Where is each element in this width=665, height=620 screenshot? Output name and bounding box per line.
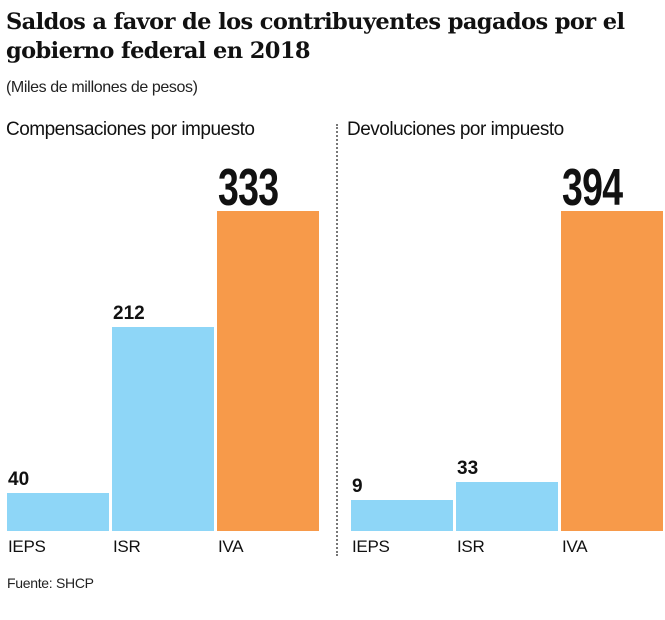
panel-divider [336, 124, 338, 556]
value-label: 9 [352, 476, 363, 497]
category-label: IEPS [8, 537, 46, 556]
panel-title-compensaciones: Compensaciones por impuesto [6, 119, 255, 140]
category-label: IVA [218, 537, 244, 556]
bar-iva-compensaciones [217, 211, 319, 531]
category-label: ISR [113, 537, 141, 556]
bar-iva-devoluciones [561, 211, 663, 531]
bar-ieps-compensaciones [7, 492, 109, 531]
category-label: IEPS [352, 537, 390, 556]
bar-isr-devoluciones [456, 482, 558, 531]
category-label: ISR [457, 537, 485, 556]
bar-isr-compensaciones [112, 327, 214, 531]
value-label: 212 [113, 303, 145, 325]
bar-ieps-devoluciones [351, 500, 453, 531]
value-label: 40 [8, 468, 30, 490]
chart-subtitle: (Miles de millones de pesos) [6, 79, 198, 96]
value-label: 394 [562, 159, 623, 217]
source-note: Fuente: SHCP [7, 575, 94, 591]
category-label: IVA [562, 537, 588, 556]
value-label: 33 [457, 458, 479, 479]
chart-title: Saldos a favor de los contribuyentes pag… [6, 9, 625, 64]
value-label: 333 [218, 159, 279, 217]
panel-title-devoluciones: Devoluciones por impuesto [347, 119, 564, 140]
